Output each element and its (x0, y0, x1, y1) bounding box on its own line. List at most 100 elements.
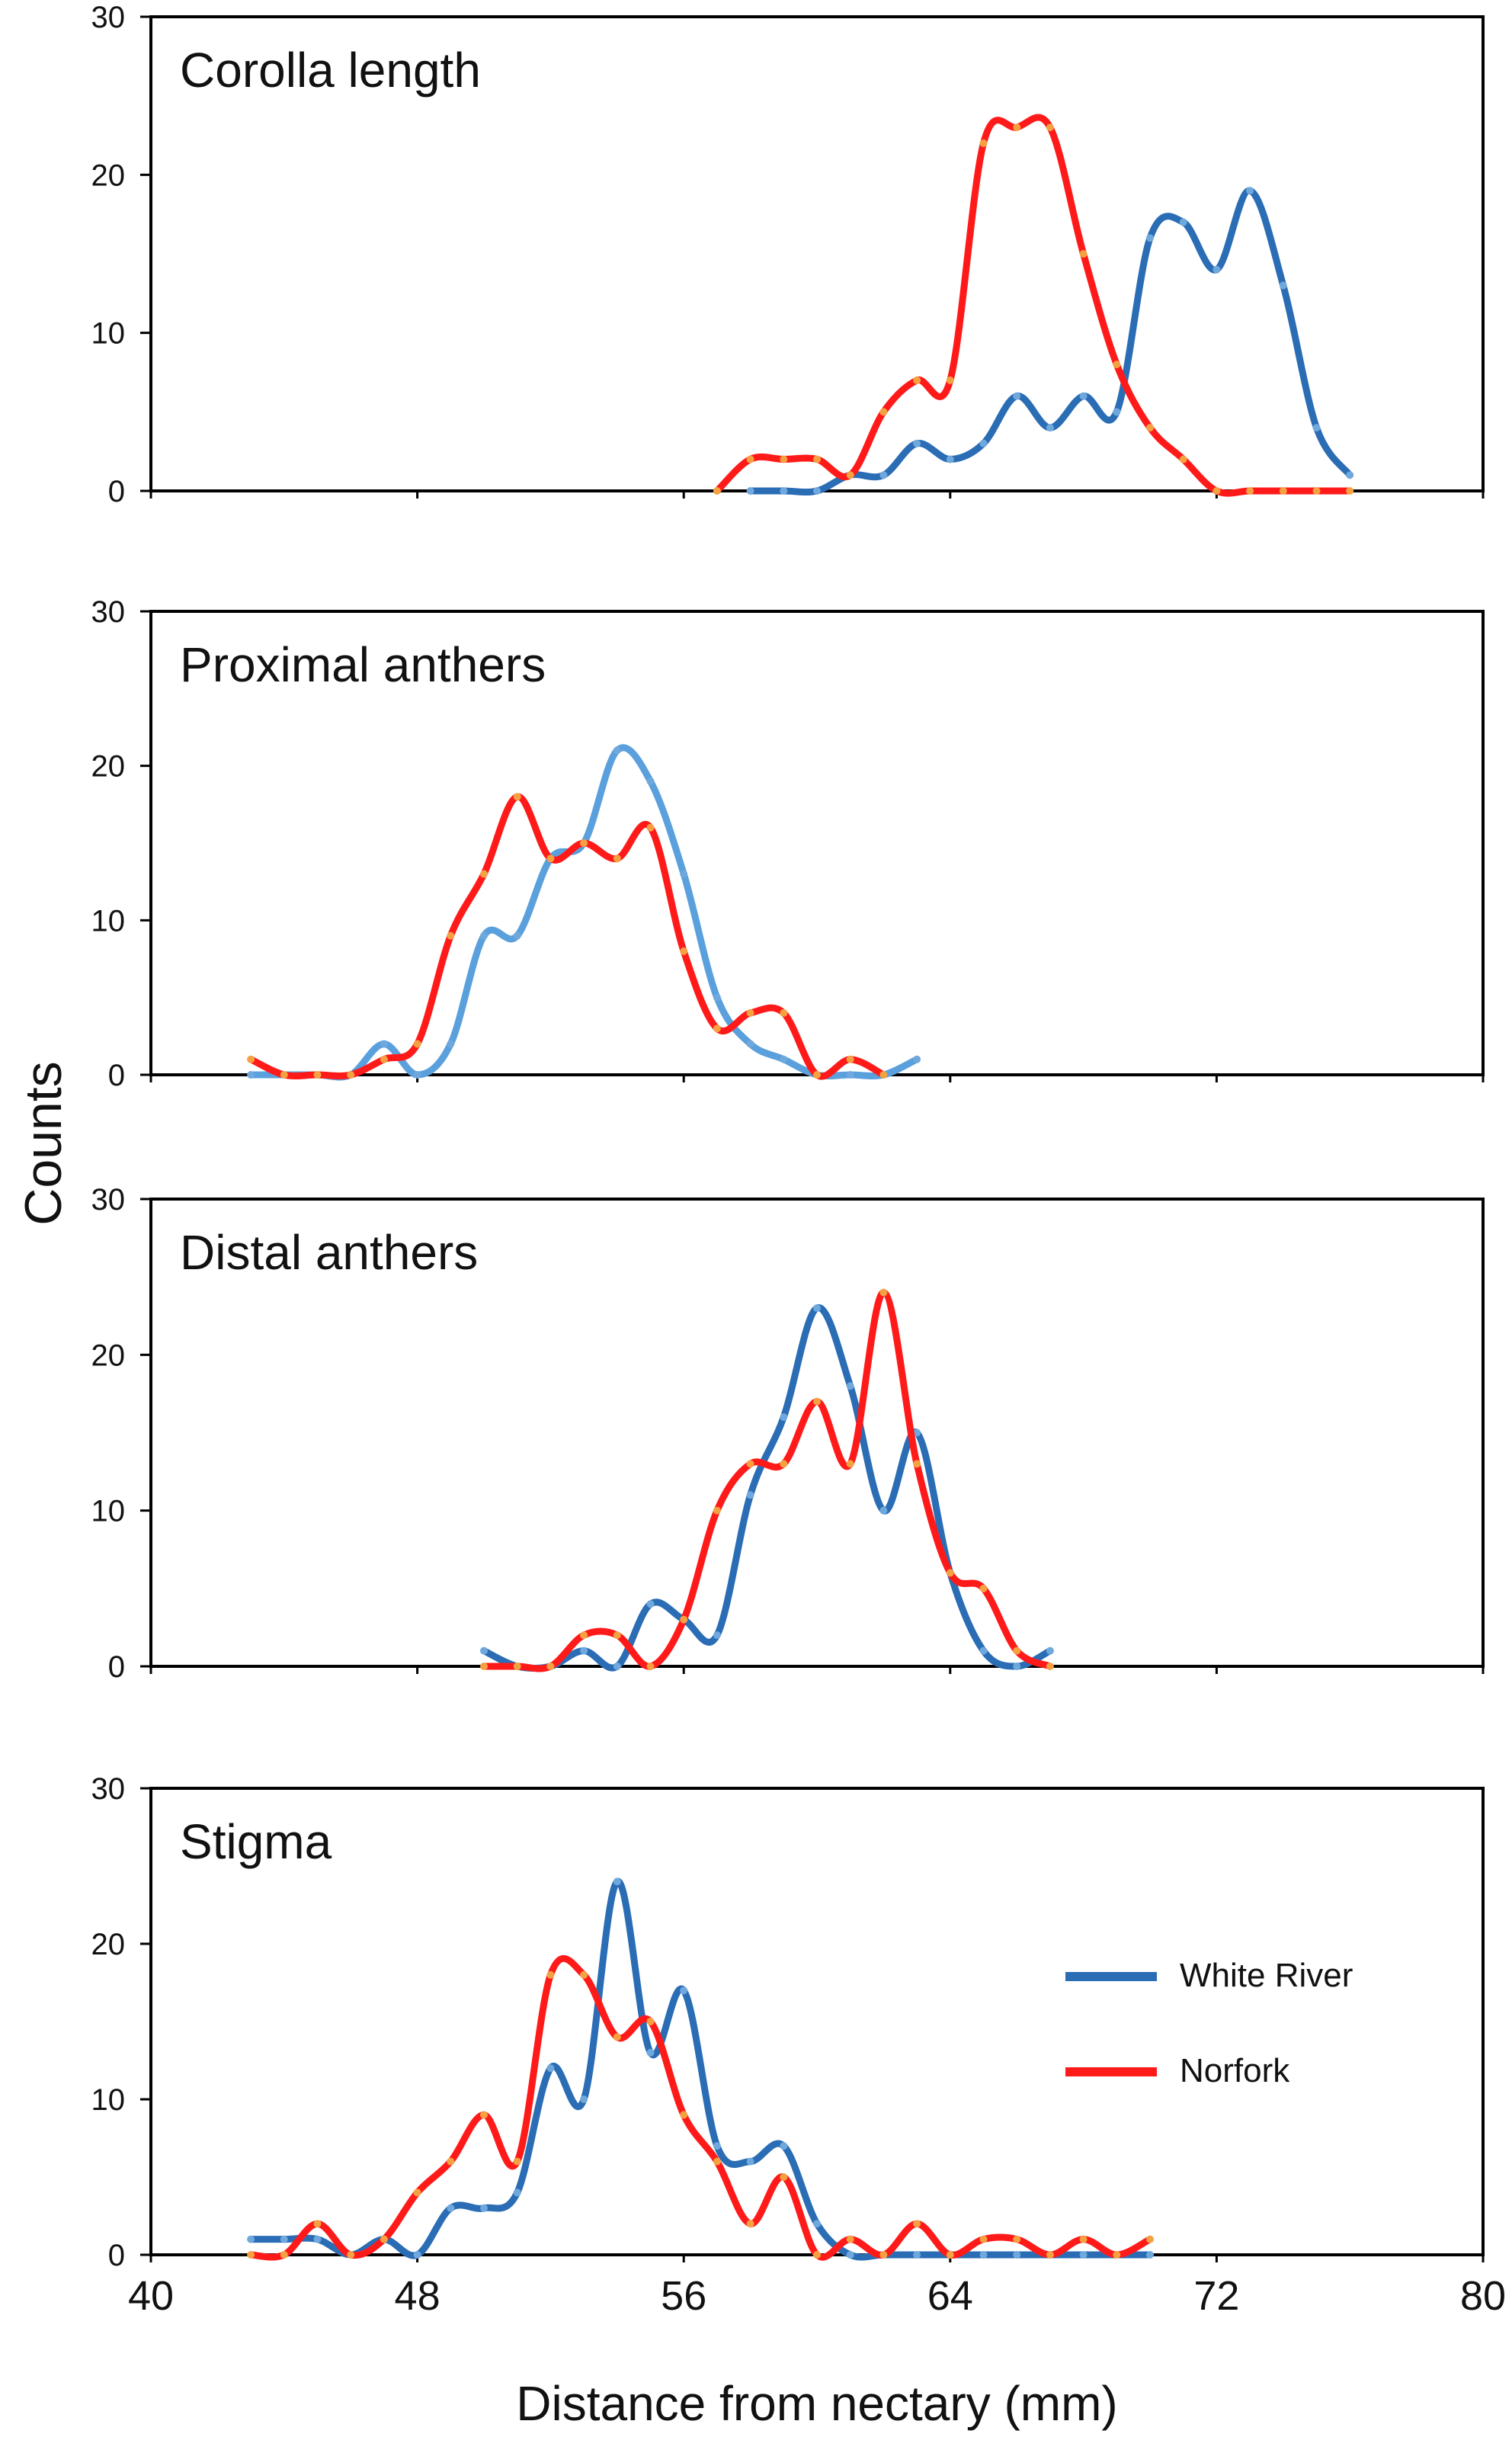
data-point-white-river (1013, 392, 1021, 400)
data-point-white-river (913, 439, 921, 447)
panel-corolla-length: 0 10 20 30 Corolla length (91, 1, 1485, 508)
data-point-norfork (780, 1008, 788, 1017)
data-point-norfork (846, 1055, 854, 1063)
y-tick-label: 0 (108, 1059, 125, 1092)
data-point-norfork (1046, 123, 1054, 132)
data-point-white-river (713, 2142, 721, 2150)
series-line-white-river (247, 744, 921, 1081)
data-point-norfork (1179, 455, 1187, 463)
data-point-norfork (646, 2018, 655, 2025)
data-point-norfork (247, 2251, 255, 2259)
data-point-white-river (513, 931, 521, 940)
data-point-norfork (780, 455, 788, 463)
plot-frame (149, 1198, 1485, 1668)
data-point-white-river (946, 455, 954, 463)
data-point-white-river (280, 2235, 288, 2243)
data-point-white-river (613, 746, 621, 755)
data-point-norfork (813, 455, 821, 463)
panel-title: Stigma (180, 1814, 332, 1869)
x-tick-label: 48 (395, 2273, 440, 2319)
data-point-white-river (780, 1055, 788, 1063)
data-point-norfork (1346, 487, 1354, 495)
legend: White River Norfork (1065, 1957, 1353, 2089)
data-point-white-river (580, 2095, 588, 2103)
data-point-norfork (580, 839, 588, 847)
data-point-white-river (780, 487, 788, 495)
data-point-white-river (613, 1877, 621, 1886)
data-point-white-river (1079, 2251, 1088, 2259)
data-point-white-river (979, 1647, 988, 1655)
data-point-white-river (680, 1986, 688, 1995)
data-point-norfork (713, 2157, 721, 2166)
data-point-norfork (1046, 1663, 1054, 1670)
legend-label-norfork: Norfork (1180, 2052, 1290, 2089)
data-point-norfork (879, 1071, 888, 1079)
x-axis-title: Distance from nectary (mm) (516, 2376, 1117, 2431)
data-point-norfork (480, 870, 488, 878)
plot-frame (149, 1787, 1485, 2256)
data-point-white-river (1146, 2251, 1154, 2259)
data-point-white-river (546, 2064, 555, 2073)
y-tick-label: 10 (91, 1495, 126, 1528)
series-line-white-river (747, 187, 1353, 496)
data-point-white-river (846, 1071, 854, 1079)
data-point-norfork (1113, 2251, 1121, 2259)
data-point-norfork (480, 2111, 488, 2119)
y-axis-title: Counts (14, 1061, 72, 1225)
data-point-norfork (680, 947, 688, 955)
data-point-norfork (280, 1071, 288, 1079)
data-point-norfork (513, 793, 521, 801)
data-point-white-river (513, 2188, 521, 2197)
data-point-white-river (380, 1040, 388, 1048)
data-point-norfork (813, 1397, 821, 1406)
data-point-white-river (813, 2220, 821, 2228)
data-point-norfork (380, 1055, 388, 1063)
data-point-norfork (546, 1970, 555, 1979)
panel-proximal-anthers: 0 10 20 30 Proximal anthers (91, 595, 1485, 1092)
data-point-white-river (879, 1506, 888, 1515)
x-tick-label: 64 (927, 2273, 973, 2319)
data-point-white-river (613, 1663, 621, 1670)
data-point-white-river (1312, 424, 1321, 432)
data-point-norfork (613, 855, 621, 863)
data-point-white-river (813, 487, 821, 495)
data-point-white-river (680, 870, 688, 878)
series-line-white-river (480, 1304, 1054, 1672)
data-point-white-river (979, 2251, 988, 2259)
data-point-norfork (813, 2251, 821, 2259)
y-tick-label: 10 (91, 317, 126, 351)
data-point-norfork (946, 2251, 954, 2259)
data-point-white-river (413, 2251, 421, 2259)
x-tick-labels: 40 48 56 64 72 80 (128, 2273, 1506, 2319)
y-tick-label: 20 (91, 1928, 126, 1961)
data-point-norfork (979, 1584, 988, 1592)
panel-stigma: 0 10 20 30 Stigma (91, 1772, 1485, 2272)
data-point-white-river (1079, 392, 1088, 400)
data-point-norfork (1312, 487, 1321, 495)
series-line-norfork (247, 1954, 1154, 2261)
data-point-white-river (580, 1647, 588, 1655)
data-point-white-river (1046, 1647, 1054, 1655)
data-point-norfork (746, 2220, 754, 2228)
data-point-white-river (646, 777, 655, 785)
data-point-norfork (713, 487, 721, 495)
panel-title: Distal anthers (180, 1225, 478, 1280)
data-point-norfork (879, 2251, 888, 2259)
panel-distal-anthers: 0 10 20 30 Distal anthers (91, 1183, 1485, 1684)
y-tick-label: 0 (108, 475, 125, 508)
series-line-norfork (713, 114, 1353, 497)
data-point-white-river (447, 2204, 455, 2212)
data-point-white-river (713, 1631, 721, 1640)
data-point-norfork (713, 1024, 721, 1033)
data-point-white-river (413, 1071, 421, 1079)
data-point-norfork (780, 1460, 788, 1468)
data-point-norfork (247, 1055, 255, 1063)
data-point-norfork (846, 1460, 854, 1468)
data-point-white-river (480, 931, 488, 940)
y-tick-label: 20 (91, 750, 126, 784)
data-point-norfork (879, 408, 888, 416)
y-tick-label: 30 (91, 595, 126, 629)
data-point-white-river (813, 1304, 821, 1313)
data-point-white-river (1013, 1663, 1021, 1670)
